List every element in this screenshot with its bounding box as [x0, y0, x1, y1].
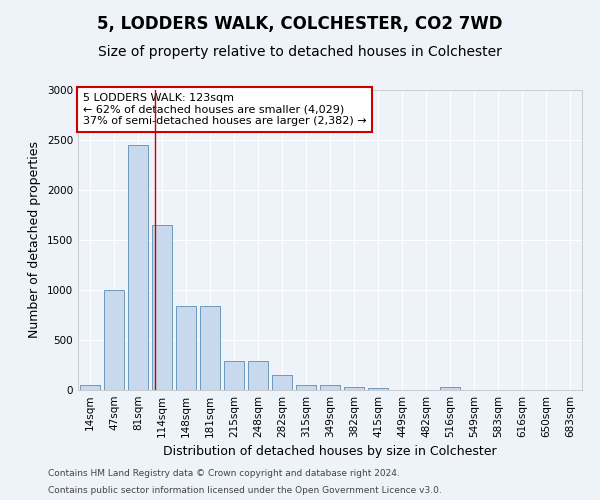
- Bar: [440, 386, 460, 390]
- Bar: [128, 145, 148, 390]
- Text: Contains public sector information licensed under the Open Government Licence v3: Contains public sector information licen…: [48, 486, 442, 495]
- Text: 5 LODDERS WALK: 123sqm
← 62% of detached houses are smaller (4,029)
37% of semi-: 5 LODDERS WALK: 123sqm ← 62% of detached…: [83, 93, 367, 126]
- Bar: [368, 388, 388, 390]
- Y-axis label: Number of detached properties: Number of detached properties: [28, 142, 41, 338]
- Bar: [224, 361, 244, 390]
- Bar: [272, 375, 292, 390]
- Bar: [296, 384, 316, 390]
- X-axis label: Distribution of detached houses by size in Colchester: Distribution of detached houses by size …: [163, 446, 497, 458]
- Bar: [200, 306, 220, 390]
- Bar: [176, 306, 196, 390]
- Text: Contains HM Land Registry data © Crown copyright and database right 2024.: Contains HM Land Registry data © Crown c…: [48, 468, 400, 477]
- Bar: [320, 384, 340, 390]
- Bar: [104, 290, 124, 390]
- Bar: [80, 384, 100, 390]
- Bar: [344, 386, 364, 390]
- Bar: [248, 361, 268, 390]
- Text: 5, LODDERS WALK, COLCHESTER, CO2 7WD: 5, LODDERS WALK, COLCHESTER, CO2 7WD: [97, 15, 503, 33]
- Text: Size of property relative to detached houses in Colchester: Size of property relative to detached ho…: [98, 45, 502, 59]
- Bar: [152, 225, 172, 390]
